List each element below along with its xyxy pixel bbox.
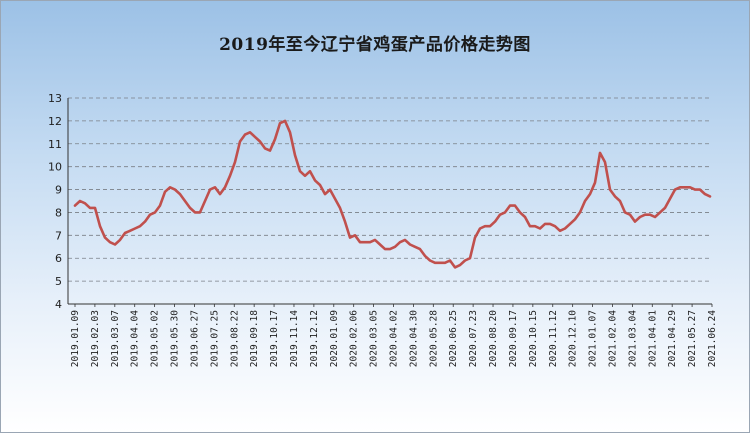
x-tick-label-2020.12.10: 2020.12.10 [568, 310, 579, 367]
x-tick-label-2021.02.04: 2021.02.04 [607, 310, 618, 367]
axes [67, 98, 713, 307]
x-tick-label-2021.03.04: 2021.03.04 [627, 310, 638, 367]
x-tick-label-2020.04.02: 2020.04.02 [389, 310, 400, 367]
x-tick-label-2021.04.29: 2021.04.29 [667, 310, 678, 367]
x-tick-label-2021.01.07: 2021.01.07 [588, 310, 599, 367]
x-tick-label-2019.04.04: 2019.04.04 [130, 310, 141, 367]
series-group [73, 119, 712, 269]
x-tick-label-2019.06.27: 2019.06.27 [189, 310, 200, 367]
chart-title: 2019年至今辽宁省鸡蛋产品价格走势图 [219, 35, 531, 55]
x-tick-label-2019.07.25: 2019.07.25 [209, 310, 220, 367]
x-tick-label-2021.05.27: 2021.05.27 [687, 310, 698, 367]
x-tick-label-2019.02.03: 2019.02.03 [90, 310, 101, 367]
x-tick-label-2019.05.02: 2019.05.02 [150, 310, 161, 367]
x-tick-label-2020.03.05: 2020.03.05 [369, 310, 380, 367]
x-tick-label-2020.11.12: 2020.11.12 [548, 310, 559, 367]
x-tick-label-2020.04.30: 2020.04.30 [408, 310, 419, 367]
x-tick-label-2020.10.15: 2020.10.15 [528, 310, 539, 367]
x-tick-label-2020.07.23: 2020.07.23 [468, 310, 479, 367]
y-tick-label-13: 13 [48, 92, 62, 105]
x-tick-label-2020.08.20: 2020.08.20 [488, 310, 499, 367]
y-axis-ticks: 4 5 6 7 8 9 10 11 12 13 [48, 92, 62, 311]
x-tick-label-2019.01.09: 2019.01.09 [70, 310, 81, 367]
x-tick-label-2020.09.17: 2020.09.17 [508, 310, 519, 367]
x-tick-label-2020.06.25: 2020.06.25 [448, 310, 459, 367]
x-axis-ticks: 2019.01.09 2019.02.03 2019.03.07 2019.04.04… [70, 310, 718, 367]
x-tick-label-2019.05.30: 2019.05.30 [170, 310, 181, 367]
x-tick-label-2019.10.17: 2019.10.17 [269, 310, 280, 367]
x-tick-label-2019.11.14: 2019.11.14 [289, 310, 300, 367]
y-tick-label-8: 8 [55, 206, 62, 219]
y-tick-label-6: 6 [55, 252, 62, 265]
y-tick-label-5: 5 [55, 275, 62, 288]
x-tick-label-2019.03.07: 2019.03.07 [110, 310, 121, 367]
x-tick-label-2020.01.09: 2020.01.09 [329, 310, 340, 367]
gridlines [68, 97, 712, 282]
x-tick-label-2020.02.06: 2020.02.06 [349, 310, 360, 367]
x-tick-label-2020.05.28: 2020.05.28 [428, 310, 439, 367]
x-tick-label-2019.09.18: 2019.09.18 [249, 310, 260, 367]
y-tick-label-7: 7 [55, 229, 62, 242]
y-tick-label-9: 9 [55, 184, 62, 197]
y-tick-label-4: 4 [55, 298, 62, 311]
series-line-0 [73, 119, 712, 269]
x-tick-label-2021.06.24: 2021.06.24 [707, 310, 718, 367]
y-tick-label-12: 12 [48, 115, 62, 128]
y-tick-label-11: 11 [48, 138, 62, 151]
x-tick-label-2019.08.22: 2019.08.22 [229, 310, 240, 367]
x-tick-label-2021.04.01: 2021.04.01 [647, 310, 658, 367]
y-tick-label-10: 10 [48, 161, 62, 174]
x-tick-label-2019.12.12: 2019.12.12 [309, 310, 320, 367]
